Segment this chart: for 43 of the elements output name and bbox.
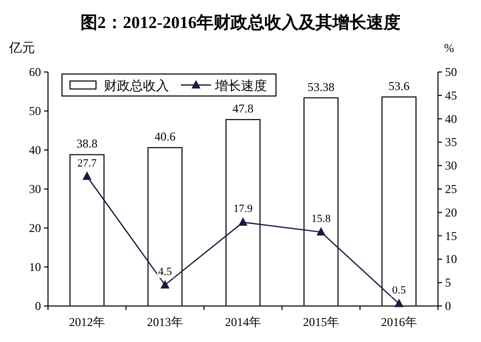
y-tick-label: 10 bbox=[29, 260, 41, 274]
data-label: 53.38 bbox=[308, 80, 334, 94]
point bbox=[82, 171, 92, 180]
y2-tick-label: 40 bbox=[445, 112, 457, 126]
data-label: 40.6 bbox=[154, 130, 176, 144]
legend-label: 增长速度 bbox=[214, 78, 267, 93]
chart-title: 图2：2012-2016年财政总收入及其增长速度 bbox=[80, 13, 401, 32]
legend-label: 财政总收入 bbox=[104, 78, 169, 93]
y2-tick-label: 0 bbox=[445, 299, 451, 313]
y2-tick-label: 30 bbox=[445, 158, 457, 173]
data-label: 27.7 bbox=[77, 157, 98, 170]
y2-tick-label: 10 bbox=[445, 252, 457, 266]
data-label: 53.6 bbox=[388, 78, 410, 93]
x-tick-label: 2012年 bbox=[69, 315, 105, 329]
y-tick-label: 60 bbox=[29, 65, 41, 79]
y-tick-label: 0 bbox=[35, 299, 41, 313]
x-tick-label: 2014年 bbox=[225, 315, 261, 329]
point bbox=[316, 227, 326, 236]
y2-tick-label: 35 bbox=[445, 135, 457, 150]
y2-tick-label: 50 bbox=[445, 65, 457, 79]
data-label: 0.5 bbox=[392, 284, 406, 297]
point bbox=[394, 298, 404, 308]
y-tick-label: 50 bbox=[29, 104, 41, 118]
data-label: 38.8 bbox=[76, 136, 98, 151]
y2-tick-label: 25 bbox=[445, 182, 457, 196]
y-tick-label: 40 bbox=[29, 143, 41, 157]
y-tick-label: 20 bbox=[29, 221, 41, 235]
y2-tick-label: 15 bbox=[445, 228, 457, 243]
data-label: 15.8 bbox=[311, 213, 332, 226]
data-label: 47.8 bbox=[232, 102, 254, 116]
data-label: 17.9 bbox=[233, 203, 254, 216]
data-label: 4.5 bbox=[158, 266, 172, 278]
x-tick-label: 2016年 bbox=[381, 315, 417, 329]
x-tick-label: 2015年 bbox=[303, 315, 339, 329]
y2-tick-label: 45 bbox=[445, 88, 457, 102]
y-axis-title: 亿元 bbox=[8, 40, 35, 55]
point bbox=[160, 280, 170, 288]
point bbox=[238, 217, 248, 226]
y2-axis-title: % bbox=[444, 41, 454, 55]
y2-tick-label: 5 bbox=[445, 276, 451, 290]
x-tick-label: 2013年 bbox=[147, 315, 183, 329]
y-tick-label: 30 bbox=[29, 182, 41, 196]
y2-tick-label: 20 bbox=[445, 205, 457, 220]
